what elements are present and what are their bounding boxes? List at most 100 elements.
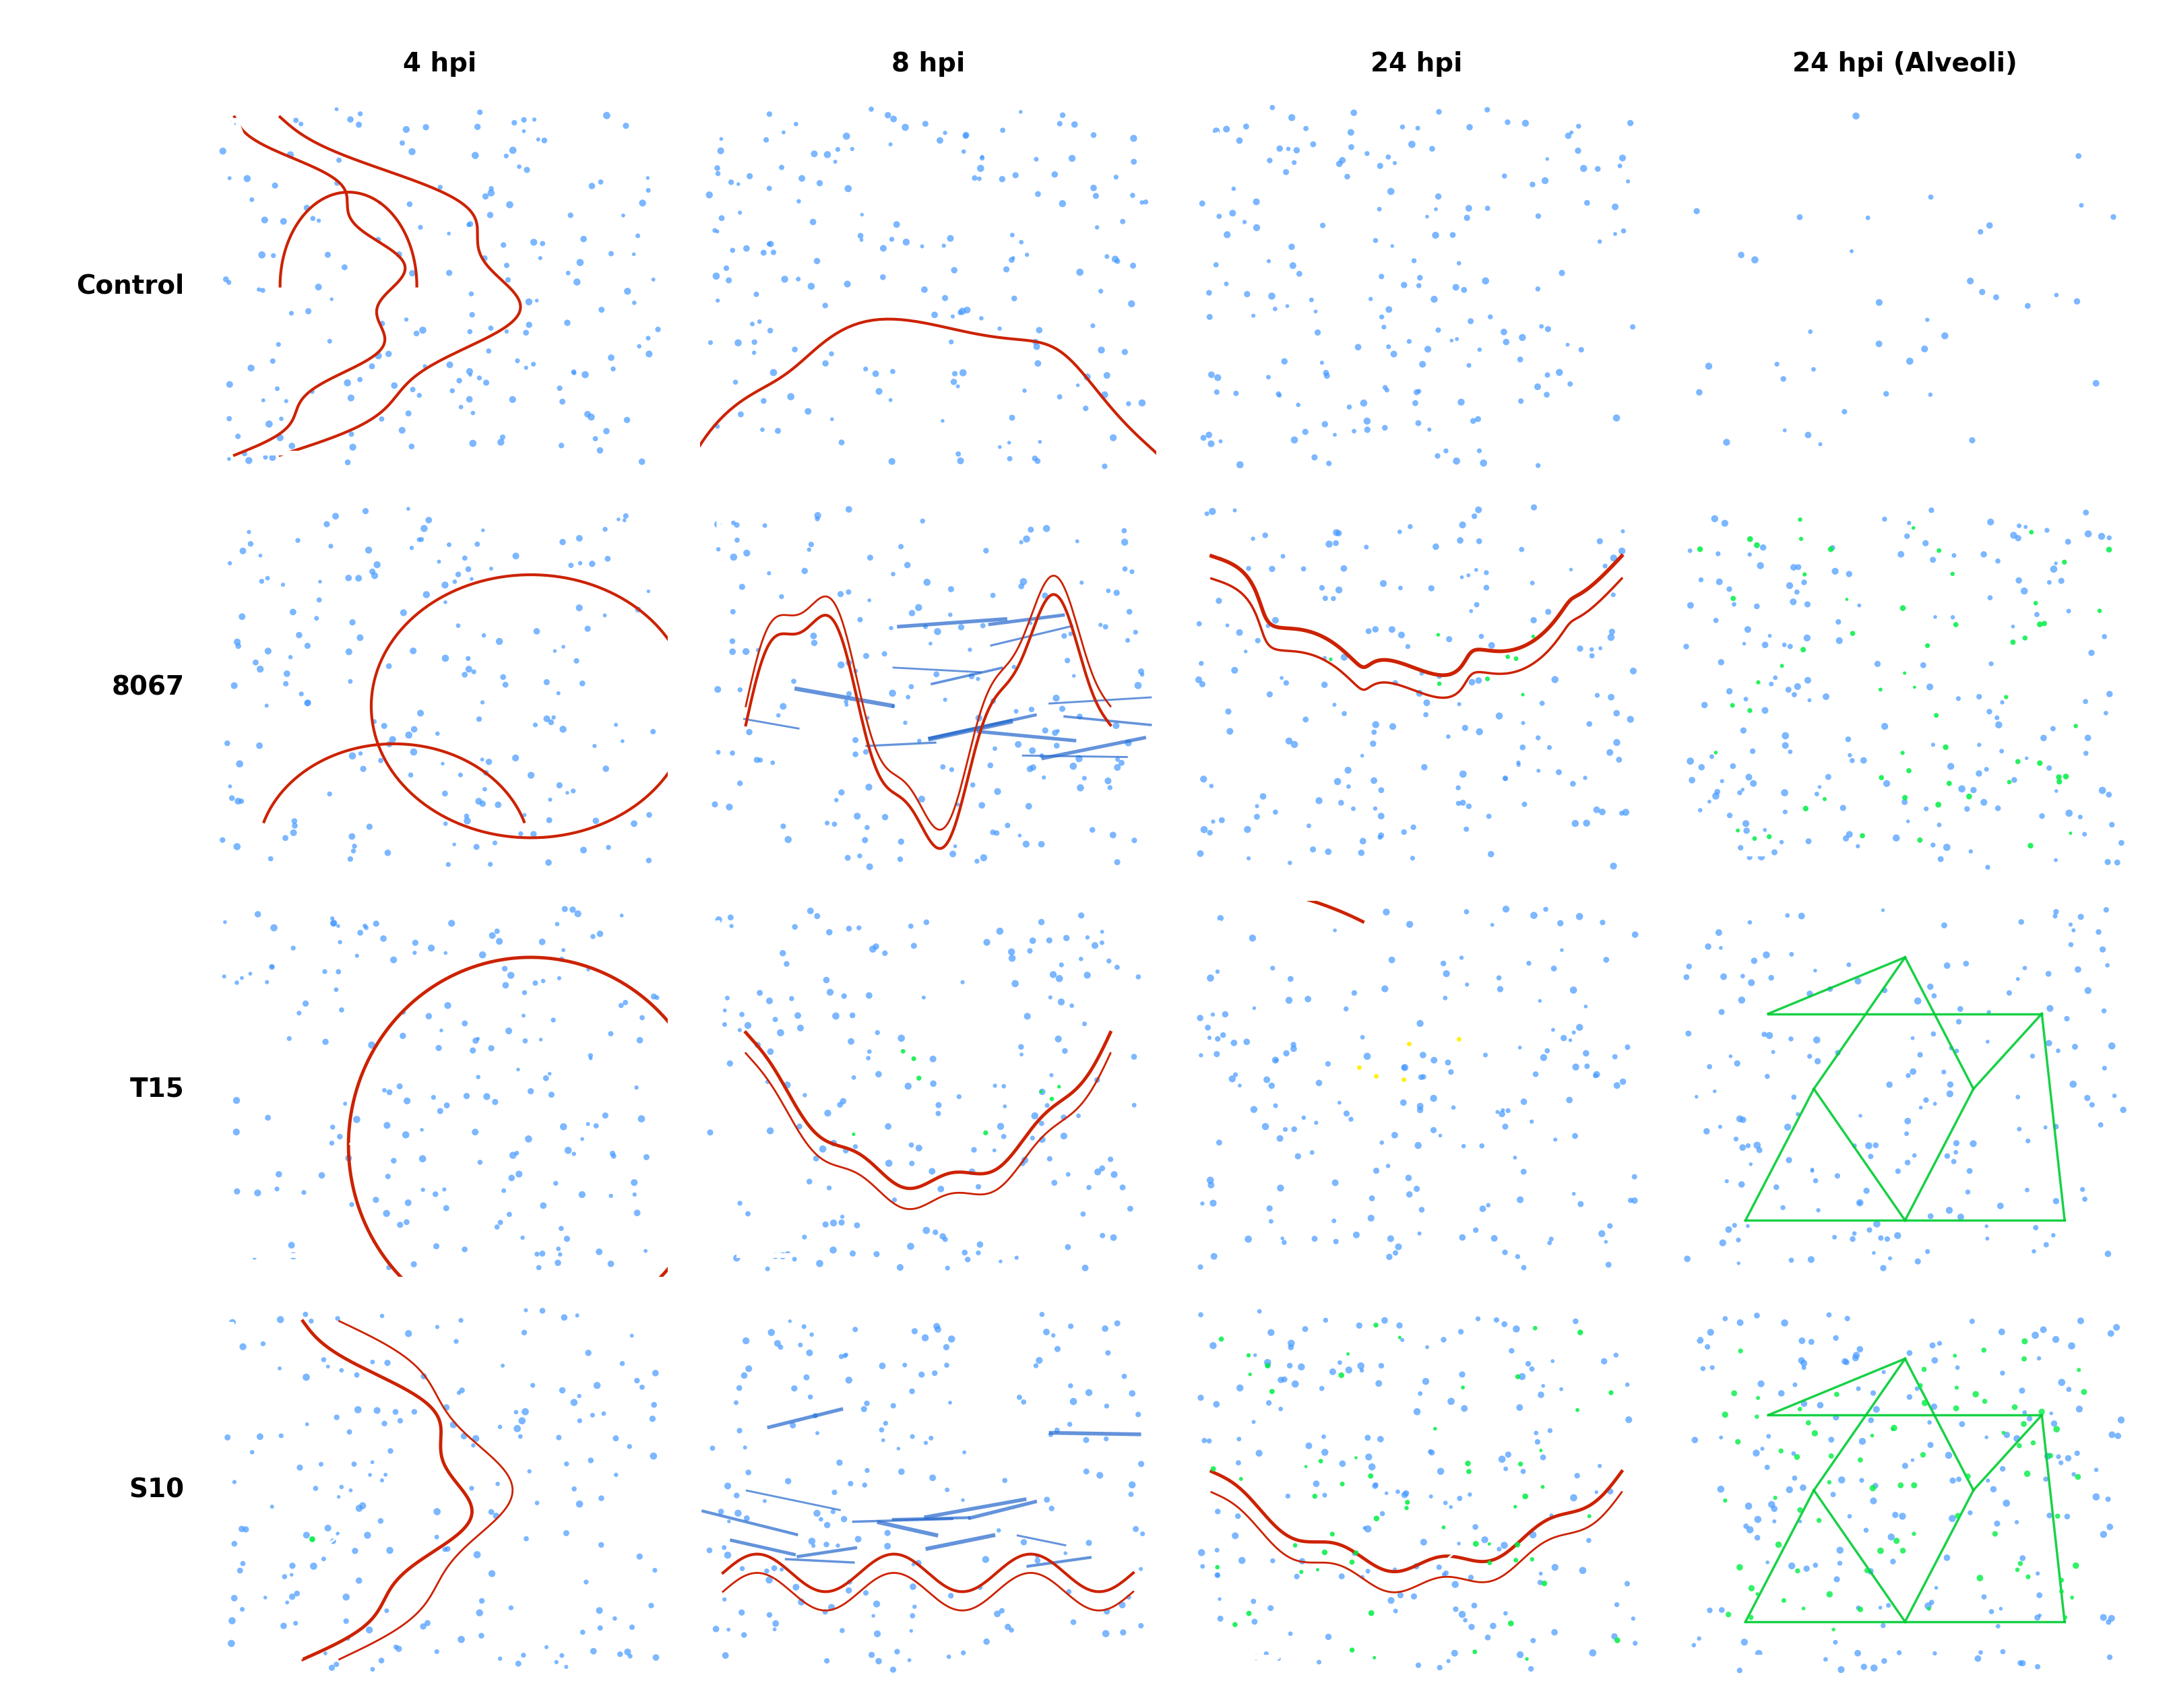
Point <box>910 569 944 596</box>
Point <box>1963 1565 1997 1592</box>
Point <box>247 207 282 234</box>
Point <box>332 1144 367 1172</box>
Point <box>829 1138 864 1165</box>
Point <box>1544 936 1578 963</box>
Point <box>756 359 790 386</box>
Point <box>1607 518 1641 545</box>
Point <box>1290 114 1324 142</box>
Point <box>1363 822 1398 849</box>
Point <box>901 1549 936 1576</box>
Point <box>1470 1624 1505 1652</box>
Point <box>827 1505 862 1532</box>
Point <box>1277 149 1311 176</box>
Point <box>560 900 595 927</box>
Point <box>341 111 376 138</box>
Point <box>1669 1245 1704 1272</box>
Point <box>360 1397 395 1424</box>
Point <box>1120 963 1155 991</box>
Point <box>1735 738 1769 765</box>
Point <box>1726 1628 1761 1655</box>
Point <box>2071 724 2106 752</box>
Point <box>788 1223 823 1250</box>
Point <box>499 1414 534 1442</box>
Point <box>2054 1583 2089 1611</box>
Point <box>1483 702 1518 729</box>
Point <box>319 975 354 1003</box>
Point <box>762 702 797 729</box>
Point <box>1229 637 1264 664</box>
Point <box>1112 389 1146 417</box>
Point <box>1409 1334 1444 1361</box>
Point <box>1897 1520 1932 1547</box>
Point <box>842 606 877 634</box>
Point <box>1088 1315 1122 1342</box>
Bar <box>1713 852 1767 857</box>
Point <box>508 319 543 347</box>
Point <box>708 1534 742 1561</box>
Point <box>1617 921 1652 948</box>
Text: D: D <box>1691 116 1711 140</box>
Point <box>1038 161 1072 188</box>
Point <box>871 1520 905 1547</box>
Point <box>456 658 491 685</box>
Point <box>1125 389 1159 417</box>
Point <box>1776 588 1811 615</box>
Point <box>701 676 736 704</box>
Point <box>1880 1527 1915 1554</box>
Point <box>729 637 764 664</box>
Point <box>1446 511 1481 538</box>
Point <box>356 1448 391 1476</box>
Point <box>1272 965 1307 992</box>
Point <box>1218 1522 1253 1549</box>
Point <box>1570 1040 1604 1068</box>
Point <box>1683 1327 1717 1354</box>
Point <box>966 844 1001 871</box>
Point <box>1448 714 1483 741</box>
Point <box>1461 437 1496 465</box>
Point <box>1934 1035 1969 1062</box>
Point <box>302 569 337 596</box>
Point <box>1787 1595 1821 1623</box>
Point <box>1326 555 1361 582</box>
Point <box>532 849 567 876</box>
Point <box>1392 328 1426 355</box>
Point <box>1307 671 1342 699</box>
Point <box>901 1134 936 1161</box>
Point <box>1915 547 1950 574</box>
Point <box>1324 1361 1359 1389</box>
Point <box>278 808 313 835</box>
Point <box>1452 195 1487 222</box>
Point <box>1114 1471 1148 1498</box>
Point <box>1611 1372 1646 1399</box>
Point <box>1930 1544 1965 1571</box>
Point <box>608 502 643 529</box>
Point <box>1561 113 1596 140</box>
Point <box>1010 1003 1044 1030</box>
Point <box>868 1409 903 1436</box>
Point <box>1726 775 1761 803</box>
Point <box>825 1209 860 1237</box>
Point <box>1398 389 1433 417</box>
Point <box>399 319 434 347</box>
Point <box>877 1187 912 1214</box>
Point <box>1984 1455 2019 1483</box>
Point <box>2054 820 2089 847</box>
Point <box>1489 328 1524 355</box>
Point <box>1459 1530 1494 1558</box>
Point <box>371 340 406 367</box>
Point <box>1487 318 1522 345</box>
Point <box>1290 1454 1324 1481</box>
Point <box>1939 1129 1973 1156</box>
Point <box>1409 700 1444 728</box>
Point <box>306 1546 341 1573</box>
Point <box>2060 287 2095 314</box>
Point <box>1203 1585 1237 1612</box>
Point <box>1402 1380 1437 1407</box>
Point <box>528 1064 562 1091</box>
Point <box>1559 1308 1594 1336</box>
Point <box>1678 1426 1713 1454</box>
Point <box>1114 1196 1148 1223</box>
Point <box>219 968 254 996</box>
Point <box>1183 1042 1218 1069</box>
Point <box>1326 644 1361 671</box>
